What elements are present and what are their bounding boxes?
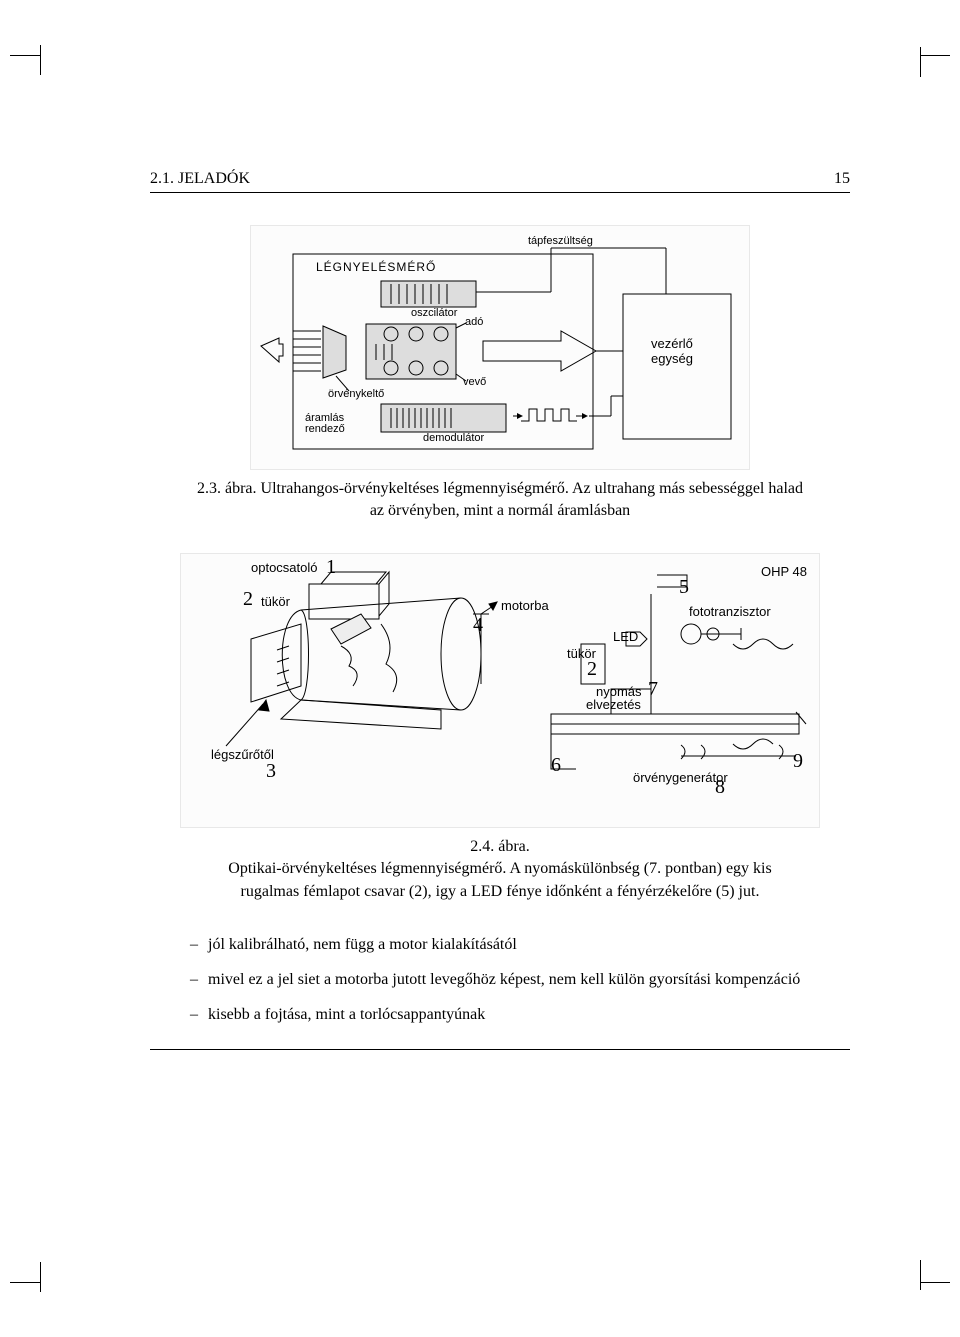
figure-2-4-diagram: optocsatoló tükör motorba OHP 48 fototra… [180,553,820,828]
section-label: 2.1. JELADÓK [150,170,250,188]
bullet-text: kisebb a fojtása, mint a torlócsappantyú… [208,1006,485,1023]
d2-n7: 7 [648,678,658,701]
d2-legszuro: légszűrőtől [211,747,274,762]
d2-n2b: 2 [587,658,597,681]
page-header: 2.1. JELADÓK 15 [150,170,850,193]
footer-rule [150,1049,850,1050]
figure-2-3-diagram: LÉGNYELÉSMÉRŐ tápfeszültség oszcilátor a… [250,225,750,470]
bullet-text: mivel ez a jel siet a motorba jutott lev… [208,971,800,988]
crop-mark-tr [910,35,950,75]
bullet-list: –jól kalibrálható, nem függ a motor kial… [210,933,830,1027]
d1-orvenykelto: örvénykeltő [328,388,384,400]
d2-n8: 8 [715,776,725,799]
d2-n3: 3 [266,760,276,783]
crop-mark-bl [10,1262,50,1302]
d2-foto: fototranzisztor [689,604,771,619]
list-item: –kisebb a fojtása, mint a torlócsappanty… [210,1003,830,1028]
d1-title: LÉGNYELÉSMÉRŐ [316,260,436,274]
fig1-cap1: Ultrahangos-örvénykeltéses légmennyiségm… [261,480,804,497]
figure-2-3-caption: 2.3. ábra. Ultrahangos-örvénykeltéses lé… [180,478,820,523]
bullet-text: jól kalibrálható, nem függ a motor kiala… [208,936,517,953]
d2-n2a: 2 [243,588,253,611]
list-item: –mivel ez a jel siet a motorba jutott le… [210,968,830,993]
d1-vezerlo2: egység [651,351,693,366]
fig2-cap1: Optikai-örvénykeltéses légmennyiségmérő.… [228,860,771,877]
d2-n1: 1 [326,556,336,579]
page-number: 15 [834,170,850,188]
d2-n9: 9 [793,750,803,773]
page-content: 2.1. JELADÓK 15 [150,170,850,1170]
d1-tapfesz: tápfeszültség [528,235,593,247]
d2-ohp: OHP 48 [761,564,807,579]
crop-mark-tl [10,35,50,75]
d2-motorba: motorba [501,598,549,613]
fig2-cap2: rugalmas fémlapot csavar (2), igy a LED … [241,883,760,900]
d1-demod: demodulátor [423,432,484,444]
d1-rendezo: rendező [305,423,345,435]
crop-mark-br [910,1262,950,1302]
figure-2-3: LÉGNYELÉSMÉRŐ tápfeszültség oszcilátor a… [150,225,850,523]
fig1-cap2: az örvényben, mint a normál áramlásban [370,502,630,519]
d1-ado: adó [465,316,483,328]
fig2-number: 2.4. ábra. [470,838,530,855]
d2-led: LED [613,629,638,644]
d2-n4: 4 [473,614,483,637]
d1-oszcilator: oszcilátor [411,307,457,319]
d1-vezerlo1: vezérlő [651,336,693,351]
d2-elvez: elvezetés [586,697,641,712]
d2-n5: 5 [679,576,689,599]
d2-orvgen: örvénygenerátor [633,770,728,785]
d2-tukor1: tükör [261,594,290,609]
d2-n6: 6 [551,754,561,777]
fig1-number: 2.3. ábra. [197,480,257,497]
figure-2-4-caption: 2.4. ábra. Optikai-örvénykeltéses légmen… [180,836,820,903]
d1-vevo: vevő [463,376,486,388]
d2-optocsatolo: optocsatoló [251,560,318,575]
list-item: –jól kalibrálható, nem függ a motor kial… [210,933,830,958]
figure-2-4: optocsatoló tükör motorba OHP 48 fototra… [150,553,850,903]
